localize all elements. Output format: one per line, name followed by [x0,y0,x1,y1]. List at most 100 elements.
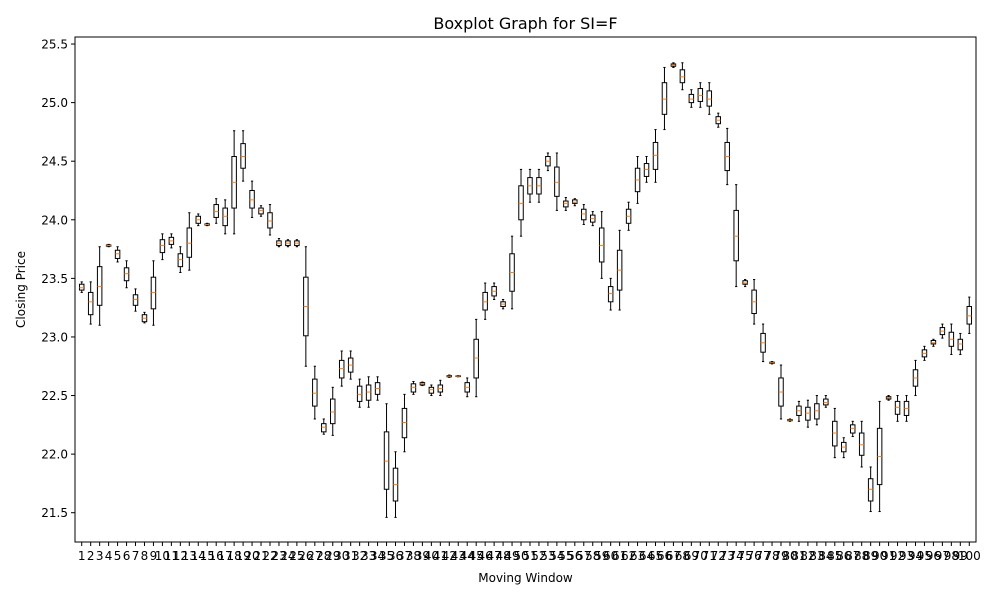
box-65 [652,129,659,183]
box-body [186,227,193,258]
box-body [482,291,488,311]
box-93 [903,395,910,422]
box-body [894,400,901,415]
x-tick-label: 97 [935,549,950,563]
box-9 [150,260,157,326]
x-tick-label: 44 [460,549,475,563]
box-49 [509,235,515,310]
x-tick-label: 42 [442,549,457,563]
x-tick-label: 59 [594,549,609,563]
x-tick-label: 100 [958,549,981,563]
x-tick-label: 12 [173,549,188,563]
x-tick-label: 82 [800,549,815,563]
box-body [114,249,121,259]
x-tick-label: 46 [478,549,493,563]
box-body [805,406,811,421]
x-tick-label: 77 [755,549,770,563]
box-3 [96,246,103,326]
box-17 [222,199,228,235]
box-53 [545,152,551,172]
x-tick-label: 56 [567,549,582,563]
box-body [240,143,246,169]
x-tick-label: 70 [693,549,708,563]
x-tick-label: 79 [773,549,788,563]
box-body [742,280,748,285]
box-body [849,424,856,434]
box-62 [625,201,632,231]
box-77 [760,323,766,363]
x-tick-label: 9 [150,549,158,563]
box-body [598,227,605,263]
x-tick-label: 51 [522,549,537,563]
box-21 [258,205,264,217]
box-body [554,166,560,197]
x-tick-label: 38 [406,549,421,563]
x-tick-label: 18 [226,549,241,563]
box-23 [276,238,282,248]
x-tick-label: 10 [155,549,170,563]
x-tick-label: 94 [908,549,923,563]
box-34 [374,376,381,401]
x-tick-label: 98 [944,549,959,563]
box-91 [885,395,892,401]
box-body [87,291,94,316]
y-tick-label: 25.0 [41,96,68,110]
x-tick-label: 48 [495,549,510,563]
box-15 [204,222,210,227]
x-tick-label: 30 [334,549,349,563]
box-body [814,403,820,420]
box-48 [500,298,506,310]
box-79 [778,364,784,420]
box-33 [365,376,372,408]
x-tick-label: 19 [235,549,250,563]
box-4 [105,243,112,248]
box-2 [87,281,94,325]
boxes-layer [78,62,973,518]
box-71 [706,82,713,115]
box-76 [751,279,757,325]
x-tick-label: 28 [316,549,331,563]
x-tick-label: 92 [890,549,905,563]
x-tick-label: 40 [424,549,439,563]
box-84 [823,395,829,408]
box-85 [832,407,838,459]
box-61 [616,229,623,311]
x-tick-label: 26 [298,549,313,563]
x-tick-label: 43 [451,549,466,563]
x-tick-label: 23 [271,549,286,563]
box-body [428,386,435,394]
x-tick-label: 3 [96,549,104,563]
box-94 [912,359,919,397]
box-body [966,305,973,325]
box-58 [589,211,596,227]
box-80 [787,418,793,422]
x-tick-label: 8 [141,549,149,563]
y-tick-label: 22.0 [41,448,68,462]
y-tick-label: 24.0 [41,213,68,227]
x-tick-label: 58 [585,549,600,563]
box-5 [114,246,121,263]
box-96 [930,338,937,347]
x-tick-label: 69 [684,549,699,563]
x-tick-label: 90 [872,549,887,563]
y-tick-label: 23.5 [41,272,68,286]
box-body [858,432,865,456]
x-tick-label: 41 [433,549,448,563]
x-tick-label: 76 [746,549,761,563]
box-body [832,420,838,447]
x-tick-label: 4 [105,549,113,563]
box-body [652,141,659,170]
x-tick-label: 60 [603,549,618,563]
x-tick-label: 36 [388,549,403,563]
box-42 [446,374,453,378]
x-axis-label: Moving Window [478,571,573,585]
box-72 [715,112,721,128]
x-tick-label: 93 [899,549,914,563]
x-tick-label: 49 [504,549,519,563]
box-body [330,398,336,425]
box-body [930,339,937,345]
x-tick-label: 80 [782,549,797,563]
x-tick-label: 17 [218,549,233,563]
box-68 [679,62,686,91]
box-8 [141,311,148,324]
